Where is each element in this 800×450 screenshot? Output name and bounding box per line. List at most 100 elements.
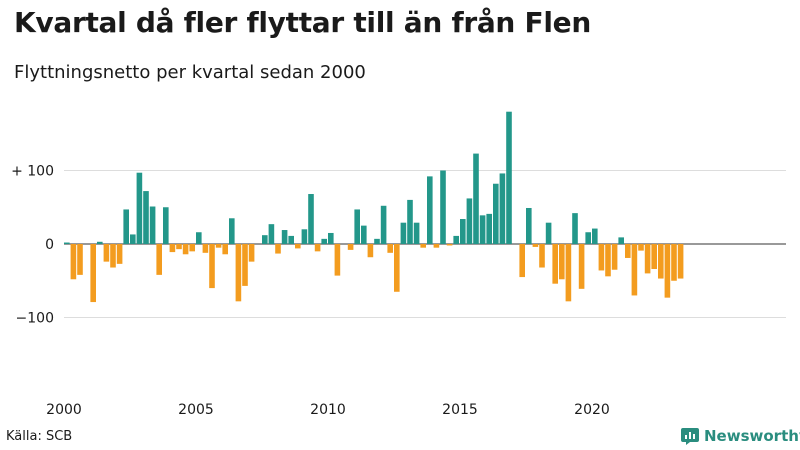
bar-chart: + 100 0 −100 2000 2005 2010 2015 2020 xyxy=(11,111,786,419)
bar xyxy=(545,222,552,244)
bar xyxy=(235,244,242,302)
bar xyxy=(618,237,624,244)
bar xyxy=(268,224,275,244)
bar xyxy=(156,244,162,275)
bar xyxy=(123,209,129,244)
bar xyxy=(169,244,176,253)
bar xyxy=(427,176,433,244)
bar xyxy=(295,244,301,249)
bar xyxy=(625,244,631,258)
bar xyxy=(453,235,459,244)
bar xyxy=(361,225,367,245)
bar xyxy=(136,172,143,244)
bar xyxy=(638,244,644,251)
y-tick-label: + 100 xyxy=(11,164,54,180)
bar xyxy=(103,244,110,262)
bar xyxy=(215,244,222,248)
bar xyxy=(658,244,664,279)
bar xyxy=(380,205,387,244)
bar xyxy=(77,244,83,275)
chart-title: Kvartal då fler flyttar till än från Fle… xyxy=(14,6,591,39)
bar xyxy=(288,235,294,244)
bar xyxy=(321,238,327,244)
bar xyxy=(572,213,578,244)
bar xyxy=(143,191,149,244)
bar xyxy=(130,234,136,244)
x-tick-label: 2020 xyxy=(574,402,610,418)
bar xyxy=(301,229,308,244)
source-label: Källa: SCB xyxy=(6,429,73,444)
newsworthy-logo-icon xyxy=(681,428,699,445)
bar xyxy=(182,244,189,255)
x-tick-label: 2010 xyxy=(310,402,346,418)
bar xyxy=(229,218,235,244)
x-tick-label: 2000 xyxy=(46,402,82,418)
bar xyxy=(347,244,354,250)
bar xyxy=(394,244,400,292)
bar xyxy=(314,244,321,252)
bar xyxy=(519,244,525,278)
bar xyxy=(578,244,585,289)
chart-subtitle: Flyttningsnetto per kvartal sedan 2000 xyxy=(14,62,366,83)
axis-labels: + 100 0 −100 2000 2005 2010 2015 2020 xyxy=(11,164,610,419)
bar xyxy=(446,244,453,246)
brand-name: Newsworthy xyxy=(704,427,800,445)
bar xyxy=(466,198,473,244)
bar xyxy=(592,228,598,244)
bar xyxy=(387,244,393,253)
brand-logo: Newsworthy xyxy=(680,426,800,446)
bar xyxy=(433,244,440,248)
bar xyxy=(552,244,558,284)
bar xyxy=(176,244,182,250)
bar xyxy=(328,232,334,244)
bar xyxy=(189,244,195,252)
bar xyxy=(407,199,413,244)
bar xyxy=(539,244,545,268)
bar xyxy=(598,244,605,271)
bar xyxy=(420,244,426,248)
y-tick-label: −100 xyxy=(16,311,54,327)
bar xyxy=(202,244,209,253)
bar xyxy=(532,244,539,247)
bar xyxy=(565,244,572,302)
bar xyxy=(374,238,380,244)
bar xyxy=(281,230,288,244)
bar xyxy=(70,244,77,280)
bar xyxy=(90,244,96,303)
bar xyxy=(196,232,202,244)
bar xyxy=(611,244,618,270)
bar xyxy=(354,209,360,244)
bar xyxy=(163,207,169,244)
bar xyxy=(677,244,684,279)
bar xyxy=(209,244,215,289)
y-tick-label: 0 xyxy=(45,237,54,253)
bar xyxy=(499,173,506,244)
bar xyxy=(308,194,314,244)
bar xyxy=(116,244,123,264)
bar xyxy=(644,244,651,274)
bar xyxy=(486,213,492,244)
bar xyxy=(605,244,611,277)
bar xyxy=(97,241,103,244)
bar xyxy=(275,244,281,254)
bar xyxy=(242,244,248,286)
bar xyxy=(651,244,657,269)
x-tick-label: 2015 xyxy=(442,402,478,418)
bar xyxy=(440,170,446,244)
bar xyxy=(493,183,499,244)
bar xyxy=(585,232,591,244)
bar xyxy=(149,206,156,244)
bar xyxy=(262,235,268,244)
bar xyxy=(559,244,565,280)
bar xyxy=(334,244,341,276)
x-tick-label: 2005 xyxy=(178,402,214,418)
bar xyxy=(222,244,228,255)
bar xyxy=(110,244,116,268)
bars xyxy=(64,111,684,303)
bar xyxy=(671,244,677,281)
bar xyxy=(248,244,255,262)
bar xyxy=(473,153,479,244)
bar xyxy=(526,207,532,244)
bar xyxy=(506,111,512,244)
bar xyxy=(413,222,420,244)
